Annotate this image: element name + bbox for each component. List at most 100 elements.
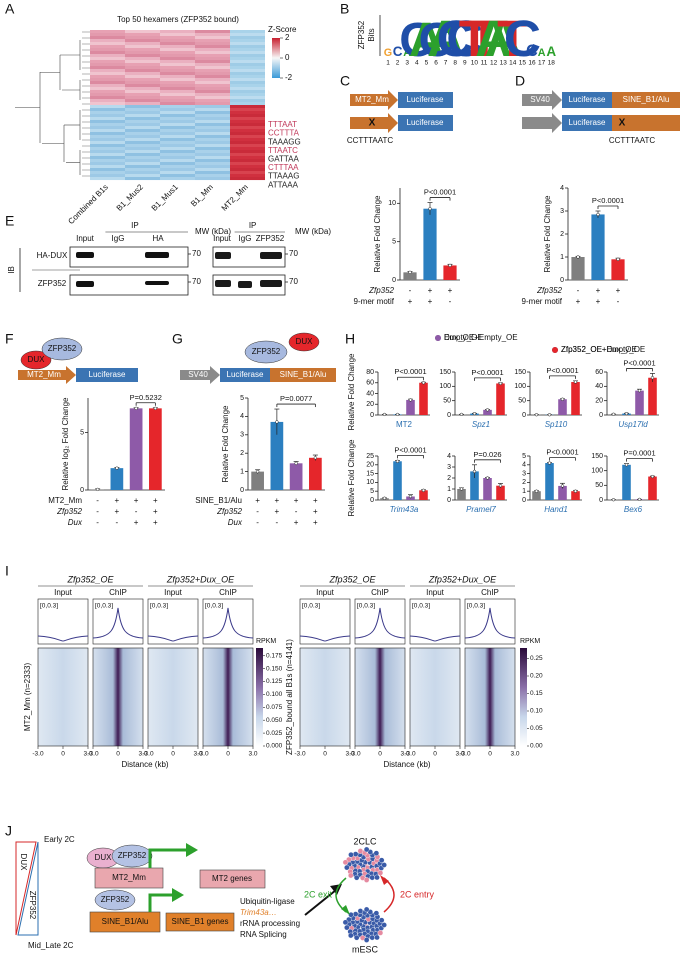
heatmap-cell (195, 147, 230, 151)
band (145, 281, 169, 285)
box (562, 92, 612, 108)
heatmap-cell (195, 117, 230, 121)
track-label: Input (426, 588, 445, 597)
heatmap-cell (125, 165, 160, 169)
heatmap-cell (160, 87, 195, 91)
heatmap-cell (160, 57, 195, 61)
panel-letter: G (172, 331, 183, 347)
panel-letter: F (5, 331, 14, 347)
heatmap-cell (90, 54, 125, 58)
heatmap-cell (125, 57, 160, 61)
heatmap-cell (230, 120, 265, 124)
heatmap-cell (230, 114, 265, 118)
heatmap-cell (230, 78, 265, 82)
heatmap-cell (160, 81, 195, 85)
y-tick-label: 60 (366, 380, 374, 387)
hexamer-label: TTAAAG (268, 172, 299, 181)
heatmap-cell (160, 78, 195, 82)
heatmap-cell (125, 33, 160, 37)
heatmap-cell (195, 51, 230, 55)
heatmap-cell (195, 96, 230, 100)
gene-title: Spz1 (472, 420, 490, 429)
data-point (547, 461, 552, 465)
x-tick-label: 3.0 (510, 751, 519, 758)
cell (378, 857, 385, 864)
heatmap-cell (195, 84, 230, 88)
data-point (408, 270, 412, 274)
logo-unit: Bits (367, 28, 376, 41)
hexamer-label: TTAATC (268, 146, 298, 155)
data-point (560, 397, 565, 401)
logo-letter: A (485, 10, 522, 67)
ip-label: IP (131, 221, 139, 230)
logo-letter: A (409, 13, 444, 67)
lane-label: IgG (239, 234, 252, 243)
y-tick-label: 5 (80, 429, 84, 436)
heatmap-cell (230, 48, 265, 52)
blot-row-label: ZFP352 (38, 279, 67, 288)
cell (374, 934, 380, 941)
logo-letter: C (446, 10, 483, 67)
position-label: 16 (528, 60, 536, 67)
bar (571, 382, 580, 415)
p-value: P=0.0077 (280, 394, 312, 403)
panel-letter: C (340, 73, 350, 89)
scale-tick-label: 0.025 (266, 730, 283, 737)
heatmap-cell (125, 78, 160, 82)
row-sign: - (96, 507, 99, 516)
heatmap-cell (195, 174, 230, 178)
bar (571, 257, 585, 280)
row-sign: + (313, 507, 318, 516)
bar (419, 490, 428, 500)
row-sign: + (275, 507, 280, 516)
heatmap-cell (160, 171, 195, 175)
y-axis-label: Relative Fold Change (373, 195, 382, 272)
heatmap-cell (160, 114, 195, 118)
heatmap-cell (90, 132, 125, 136)
function-label: rRNA processing (240, 919, 300, 928)
cell (363, 846, 370, 853)
heatmap-cell (230, 174, 265, 178)
heatmap-cell (230, 102, 265, 106)
protein (20, 350, 52, 370)
data-point (472, 469, 477, 474)
function-label: RNA Splicing (240, 930, 287, 939)
data-point (395, 412, 400, 417)
position-label: 14 (509, 60, 517, 67)
row-label: Zfp352 (368, 286, 394, 295)
heatmap-cell (230, 105, 265, 109)
color-scale (256, 648, 263, 746)
x-tick-label: -3.0 (294, 751, 306, 758)
logo-letter: C (437, 10, 474, 67)
x-tick-label: 3.0 (138, 751, 147, 758)
heatmap-cell (230, 69, 265, 73)
heatmap-cell (160, 111, 195, 115)
profile-line (354, 607, 406, 639)
profile-line (409, 635, 461, 642)
heatmap-cell (90, 141, 125, 145)
band (260, 252, 282, 259)
color-scale (520, 648, 527, 746)
y-tick-label: 0 (80, 487, 84, 494)
heatmap-cell (90, 123, 125, 127)
scale-tick-label: -2 (285, 73, 293, 82)
heatmap-cell (125, 135, 160, 139)
heatmap-cell (230, 177, 265, 181)
heatmap-cell (230, 93, 265, 97)
cell (357, 908, 364, 914)
profile-line (37, 635, 89, 642)
heatmap-cell (195, 90, 230, 94)
cell (369, 874, 376, 881)
heatmap-cell (195, 123, 230, 127)
heatmap-cell (230, 147, 265, 151)
panel-letter: I (5, 563, 9, 579)
heatmap-cell (90, 177, 125, 181)
heatmap-cell (90, 33, 125, 37)
p-value: P=0.5232 (130, 393, 162, 402)
arrow-head (380, 875, 389, 885)
heatmap-cell (90, 117, 125, 121)
column-label: B1_Mus1 (150, 182, 181, 213)
legend-label: Zfp352_OE+Dux_OE (561, 345, 637, 354)
y-tick-label: 0 (370, 497, 374, 504)
